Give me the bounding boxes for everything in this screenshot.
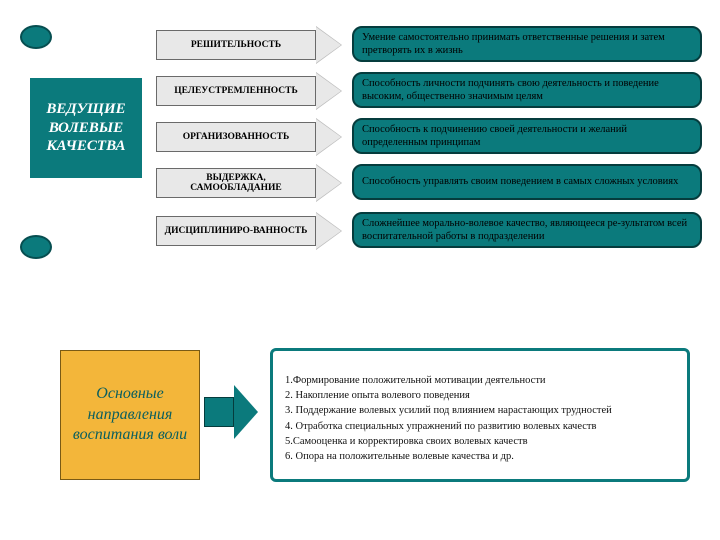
quality-desc-4: Сложнейшее морально-волевое качество, яв… (352, 212, 702, 248)
quality-desc-text-2: Способность к подчинению своей деятельно… (362, 123, 692, 149)
quality-label-1: ЦЕЛЕУСТРЕМЛЕННОСТЬ (174, 86, 297, 96)
quality-arrow-body-2: ОРГАНИЗОВАННОСТЬ (156, 122, 316, 152)
leading-qualities-title: ВЕДУЩИЕ ВОЛЕВЫЕ КАЧЕСТВА (30, 78, 142, 178)
quality-desc-2: Способность к подчинению своей деятельно… (352, 118, 702, 154)
quality-label-4: ДИСЦИПЛИНИРО-ВАННОСТЬ (165, 226, 308, 236)
quality-desc-0: Умение самостоятельно принимать ответств… (352, 26, 702, 62)
quality-desc-text-3: Способность управлять своим поведением в… (362, 175, 678, 188)
quality-arrow-head-0 (316, 26, 342, 64)
leading-qualities-title-text: ВЕДУЩИЕ ВОЛЕВЫЕ КАЧЕСТВА (30, 100, 142, 156)
quality-arrow-3: ВЫДЕРЖКА, САМООБЛАДАНИЕ (156, 164, 346, 202)
quality-arrow-0: РЕШИТЕЛЬНОСТЬ (156, 26, 346, 64)
direction-item-0: 1.Формирование положительной мотивации д… (285, 373, 675, 388)
quality-desc-text-1: Способность личности подчинять свою деят… (362, 77, 692, 103)
big-arrow-head (234, 385, 258, 439)
quality-label-2: ОРГАНИЗОВАННОСТЬ (183, 132, 290, 142)
directions-title-text: Основные направления воспитания воли (67, 384, 193, 446)
direction-item-3: 4. Отработка специальных упражнений по р… (285, 419, 675, 434)
quality-arrow-2: ОРГАНИЗОВАННОСТЬ (156, 118, 346, 156)
big-arrow (204, 385, 258, 439)
quality-label-0: РЕШИТЕЛЬНОСТЬ (191, 40, 281, 50)
quality-arrow-head-2 (316, 118, 342, 156)
quality-desc-text-0: Умение самостоятельно принимать ответств… (362, 31, 692, 57)
quality-arrow-body-3: ВЫДЕРЖКА, САМООБЛАДАНИЕ (156, 168, 316, 198)
direction-item-2: 3. Поддержание волевых усилий под влияни… (285, 403, 675, 418)
quality-arrow-head-4 (316, 212, 342, 250)
quality-arrow-body-4: ДИСЦИПЛИНИРО-ВАННОСТЬ (156, 216, 316, 246)
quality-label-3: ВЫДЕРЖКА, САМООБЛАДАНИЕ (161, 173, 311, 194)
quality-arrow-body-1: ЦЕЛЕУСТРЕМЛЕННОСТЬ (156, 76, 316, 106)
quality-arrow-body-0: РЕШИТЕЛЬНОСТЬ (156, 30, 316, 60)
direction-item-5: 6. Опора на положительные волевые качест… (285, 449, 675, 464)
quality-desc-1: Способность личности подчинять свою деят… (352, 72, 702, 108)
direction-item-4: 5.Самооценка и корректировка своих волев… (285, 434, 675, 449)
quality-arrow-4: ДИСЦИПЛИНИРО-ВАННОСТЬ (156, 212, 346, 250)
scroll-curl-top (20, 25, 52, 49)
quality-arrow-head-1 (316, 72, 342, 110)
quality-arrow-1: ЦЕЛЕУСТРЕМЛЕННОСТЬ (156, 72, 346, 110)
scroll-curl-bottom (20, 235, 52, 259)
big-arrow-body (204, 397, 234, 427)
direction-item-1: 2. Накопление опыта волевого поведения (285, 388, 675, 403)
quality-arrow-head-3 (316, 164, 342, 202)
quality-desc-3: Способность управлять своим поведением в… (352, 164, 702, 200)
directions-title-box: Основные направления воспитания воли (60, 350, 200, 480)
directions-list-box: 1.Формирование положительной мотивации д… (270, 348, 690, 482)
quality-desc-text-4: Сложнейшее морально-волевое качество, яв… (362, 217, 692, 243)
